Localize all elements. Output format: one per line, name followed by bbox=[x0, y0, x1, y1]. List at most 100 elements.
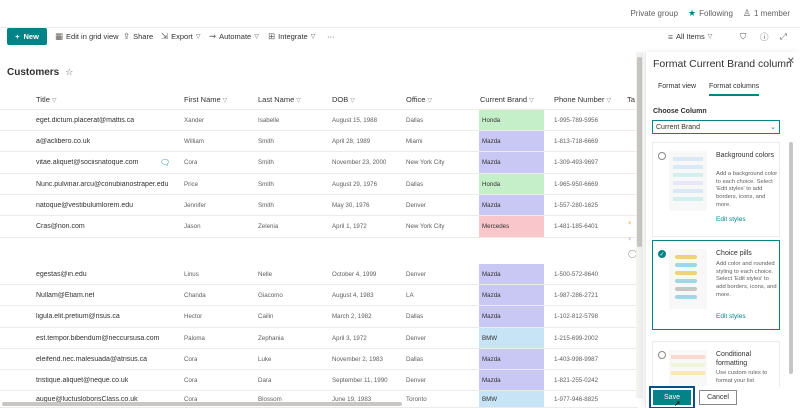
card-description: Add color and rounded styling to each ch… bbox=[716, 261, 777, 298]
card-title: Background colors bbox=[716, 152, 774, 159]
chevron-down-icon: ▽ bbox=[254, 34, 259, 40]
view-selector[interactable]: ≡ All Items ▽ bbox=[668, 28, 712, 45]
chevron-down-icon: ▽ bbox=[606, 98, 612, 104]
table-row[interactable]: tristique.aliquet@neque.co.uk Cora Dara Sep… bbox=[0, 370, 638, 391]
cell-phone: 1-813-718-6669 bbox=[554, 138, 599, 145]
column-header-last-name[interactable]: Last Name ▽ bbox=[258, 95, 301, 104]
mouse-cursor-icon: ➚ bbox=[674, 399, 681, 408]
cell-title[interactable]: vitae.aliquet@sociisnatoque.com bbox=[36, 159, 139, 166]
cell-title[interactable]: augue@luctusloborisClass.co.uk bbox=[36, 396, 138, 403]
automate-button[interactable]: ⇝ Automate ▽ bbox=[209, 28, 259, 45]
cell-title[interactable]: eget.dictum.placerat@mattis.ca bbox=[36, 117, 135, 124]
conditional-formatting-radio[interactable] bbox=[658, 351, 666, 359]
edit-styles-link[interactable]: Edit styles bbox=[716, 216, 746, 223]
panel-title: Format Current Brand column bbox=[653, 58, 792, 70]
cell-title[interactable]: ligula.elit.pretium@risus.ca bbox=[36, 313, 120, 320]
list-title-text: Customers bbox=[7, 67, 60, 78]
background-colors-radio[interactable] bbox=[658, 152, 666, 160]
choice-pills-preview bbox=[669, 249, 707, 309]
column-header-first-name[interactable]: First Name ▽ bbox=[184, 95, 227, 104]
automate-label: Automate bbox=[219, 32, 252, 41]
edit-styles-link[interactable]: Edit styles bbox=[716, 313, 746, 320]
brand-label: Mazda bbox=[482, 201, 501, 209]
export-button[interactable]: ⇲ Export ▽ bbox=[161, 28, 200, 45]
table-row[interactable]: eleifend.nec.malesuada@atrisus.ca Cora Luk… bbox=[0, 349, 638, 370]
chevron-down-icon: ▽ bbox=[529, 98, 534, 104]
brand-background-cell: Mazda bbox=[479, 264, 544, 284]
table-row[interactable]: Nunc.pulvinar.arcu@conubianostraper.edu P… bbox=[0, 174, 638, 195]
cell-title[interactable]: a@aclibero.co.uk bbox=[36, 138, 91, 145]
tab-format-view[interactable]: Format view bbox=[658, 83, 697, 90]
cell-dob: March 2, 1982 bbox=[332, 313, 372, 320]
choice-pills-card[interactable]: ✓ Choice pills Add color and rounded sty… bbox=[652, 240, 780, 330]
cell-title[interactable]: Nullam@Etiam.net bbox=[36, 292, 95, 299]
plus-icon: + bbox=[15, 32, 20, 41]
following-label: Following bbox=[699, 9, 733, 18]
filter-button[interactable]: ⛉ bbox=[740, 28, 746, 45]
save-button[interactable]: Save bbox=[649, 386, 695, 408]
new-button[interactable]: + New bbox=[7, 28, 47, 45]
column-header-title[interactable]: Title ▽ bbox=[36, 95, 57, 104]
table-row[interactable]: vitae.aliquet@sociisnatoque.com Cora Smith… bbox=[0, 152, 638, 174]
choice-pills-radio[interactable]: ✓ bbox=[658, 250, 666, 258]
cell-dob: October 4, 1999 bbox=[332, 271, 377, 278]
column-select[interactable]: Current Brand ⌄ bbox=[652, 120, 780, 134]
column-header-office[interactable]: Office ▽ bbox=[406, 95, 432, 104]
table-row[interactable]: Nullam@Etiam.net Chanda Giacomo August 4, 1… bbox=[0, 285, 638, 306]
cell-title[interactable]: natoque@vestibulumlorem.edu bbox=[36, 202, 133, 209]
cell-title[interactable]: est.tempor.bibendum@neccursusa.com bbox=[36, 335, 160, 342]
column-header-label: Current Brand bbox=[480, 95, 528, 104]
table-row[interactable]: eget.dictum.placerat@mattis.ca Xander Isab… bbox=[0, 110, 638, 131]
table-row[interactable]: ligula.elit.pretium@risus.ca Hector Cailin… bbox=[0, 306, 638, 328]
table-row[interactable]: Cras@non.com Jason Zelenia April 1, 1972 New… bbox=[0, 216, 638, 238]
cell-title[interactable]: eleifend.nec.malesuada@atrisus.ca bbox=[36, 356, 148, 363]
column-header-partial[interactable]: Ta bbox=[627, 95, 635, 104]
expand-button[interactable]: ⤢ bbox=[780, 28, 787, 45]
choose-column-label: Choose Column bbox=[653, 108, 707, 115]
share-button[interactable]: ⇪ Share bbox=[123, 28, 153, 45]
horizontal-scrollbar[interactable] bbox=[0, 400, 636, 408]
cell-phone: 1-995-789-5956 bbox=[554, 117, 599, 124]
conditional-formatting-card[interactable]: Conditional formatting Use custom rules … bbox=[652, 341, 780, 391]
cell-title[interactable]: Nunc.pulvinar.arcu@conubianostraper.edu bbox=[36, 181, 169, 188]
background-colors-preview bbox=[669, 151, 707, 211]
info-button[interactable]: ⓘ bbox=[760, 28, 769, 45]
more-button[interactable]: ··· bbox=[327, 28, 335, 45]
comment-icon[interactable]: 🗨 bbox=[160, 158, 171, 167]
table-row[interactable]: est.tempor.bibendum@neccursusa.com Paloma… bbox=[0, 328, 638, 349]
tab-format-columns[interactable]: Format columns bbox=[709, 83, 760, 96]
column-header-label: Phone Number bbox=[554, 95, 605, 104]
column-header-dob[interactable]: DOB ▽ bbox=[332, 95, 355, 104]
column-header-phone-number[interactable]: Phone Number ▽ bbox=[554, 95, 611, 104]
brand-label: BMW bbox=[482, 334, 498, 342]
cell-last-name: Smith bbox=[258, 181, 274, 188]
cell-title[interactable]: egestas@in.edu bbox=[36, 271, 87, 278]
integrate-button[interactable]: ⊞ Integrate ▽ bbox=[268, 28, 315, 45]
column-header-current-brand[interactable]: Current Brand ▽ bbox=[480, 95, 534, 104]
more-label: ··· bbox=[327, 32, 335, 41]
cell-title[interactable]: tristique.aliquet@neque.co.uk bbox=[36, 377, 129, 384]
cell-phone: 1-965-950-6669 bbox=[554, 181, 599, 188]
table-row[interactable]: egestas@in.edu Linus Nelle October 4, 1999 D… bbox=[0, 264, 638, 285]
panel-scrollbar-thumb[interactable] bbox=[789, 142, 793, 374]
table-row[interactable]: a@aclibero.co.uk William Smith April 28, 19… bbox=[0, 131, 638, 152]
favorite-star-icon[interactable]: ☆ bbox=[65, 67, 74, 77]
brand-label: Mazda bbox=[482, 159, 501, 166]
following-button[interactable]: ★ Following bbox=[688, 8, 733, 19]
cancel-button[interactable]: Cancel bbox=[699, 390, 737, 405]
table-row[interactable]: natoque@vestibulumlorem.edu Jennifer Smith… bbox=[0, 195, 638, 216]
background-colors-card[interactable]: Background colors Add a background color… bbox=[652, 142, 780, 237]
members-button[interactable]: ♙ 1 member bbox=[743, 8, 790, 19]
close-icon[interactable]: ✕ bbox=[786, 56, 795, 67]
scrollbar-thumb[interactable] bbox=[637, 57, 642, 247]
cell-dob: November 23, 2000 bbox=[332, 159, 387, 166]
edit-grid-button[interactable]: ▦ Edit in grid view bbox=[55, 28, 119, 45]
group-header: Private group ★ Following ♙ 1 member bbox=[0, 0, 800, 28]
cell-first-name: Linus bbox=[184, 271, 199, 278]
cell-office: Denver bbox=[406, 335, 426, 342]
cell-title[interactable]: Cras@non.com bbox=[36, 223, 85, 230]
share-label: Share bbox=[133, 32, 154, 41]
cell-phone: 1-309-493-9697 bbox=[554, 159, 599, 166]
scrollbar-thumb[interactable] bbox=[2, 402, 402, 406]
vertical-scrollbar[interactable] bbox=[636, 52, 643, 398]
